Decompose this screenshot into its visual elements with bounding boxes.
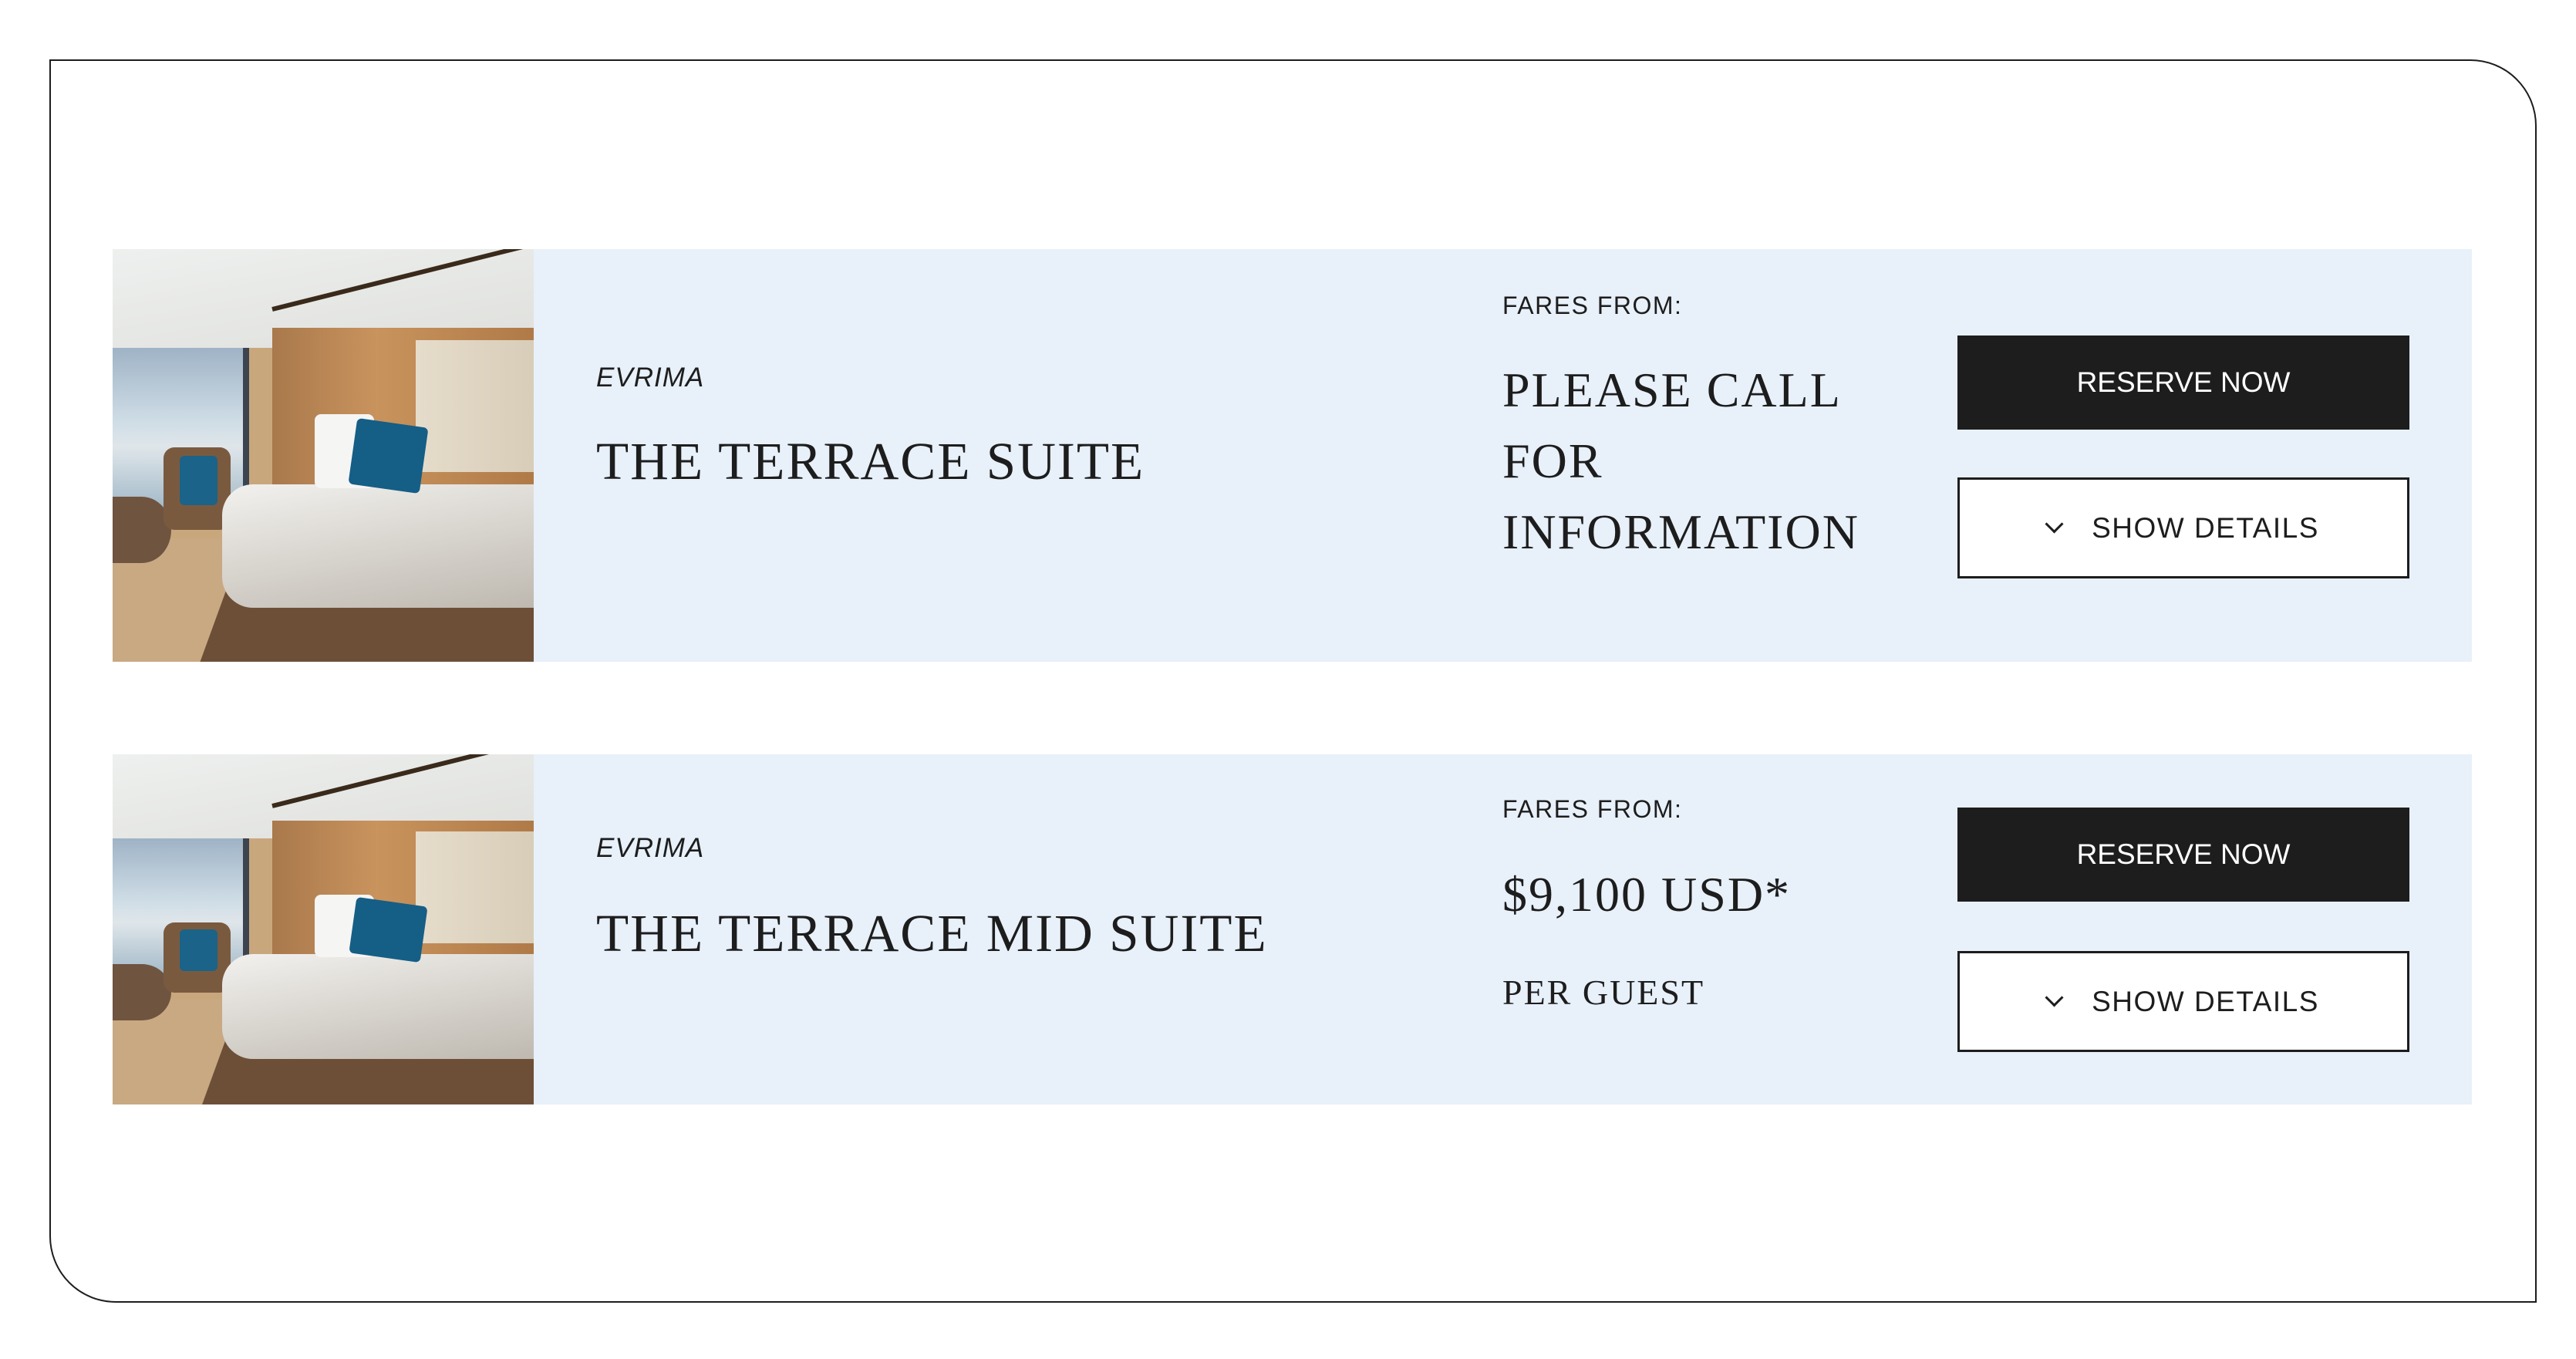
show-details-label: SHOW DETAILS	[2092, 511, 2319, 544]
chevron-down-icon	[2045, 988, 2064, 1007]
suite-photo	[113, 249, 534, 662]
reserve-label: RESERVE NOW	[2076, 838, 2291, 870]
show-details-label: SHOW DETAILS	[2092, 985, 2319, 1017]
suite-title: THE TERRACE MID SUITE	[596, 904, 1268, 963]
price-unit: PER GUEST	[1502, 973, 1705, 1012]
price-line: PLEASE CALL	[1502, 363, 1842, 417]
price-value: $9,100 USD*	[1502, 867, 1792, 922]
suite-title: THE TERRACE SUITE	[596, 432, 1145, 491]
suite-card: EVRIMA THE TERRACE MID SUITE FARES FROM:…	[113, 754, 2472, 1104]
ship-brand: EVRIMA	[596, 833, 705, 863]
reserve-now-button[interactable]: RESERVE NOW	[1957, 808, 2409, 902]
ship-brand: EVRIMA	[596, 363, 705, 393]
show-details-button[interactable]: SHOW DETAILS	[1957, 951, 2409, 1052]
fares-label: FARES FROM:	[1502, 795, 1683, 823]
price-info: PLEASE CALL FOR INFORMATION	[1502, 355, 1860, 568]
content-frame	[49, 59, 2537, 1303]
reserve-now-button[interactable]: RESERVE NOW	[1957, 336, 2409, 430]
price-line: INFORMATION	[1502, 504, 1860, 559]
fares-label: FARES FROM:	[1502, 292, 1683, 319]
suite-card: EVRIMA THE TERRACE SUITE FARES FROM: PLE…	[113, 249, 2472, 662]
reserve-label: RESERVE NOW	[2076, 366, 2291, 398]
suite-photo	[113, 754, 534, 1104]
chevron-down-icon	[2045, 514, 2064, 534]
price-line: FOR	[1502, 433, 1603, 488]
show-details-button[interactable]: SHOW DETAILS	[1957, 477, 2409, 578]
